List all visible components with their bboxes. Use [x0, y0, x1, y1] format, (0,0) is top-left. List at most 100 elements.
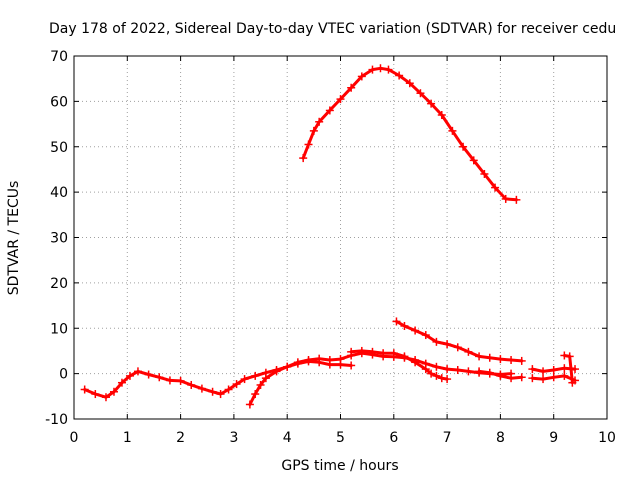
- data-point: [411, 358, 420, 367]
- y-tick-label: 20: [50, 276, 68, 292]
- data-point: [549, 373, 558, 382]
- data-point: [549, 365, 558, 374]
- data-point: [283, 362, 292, 371]
- x-tick-label: 4: [283, 430, 292, 446]
- data-point: [400, 352, 409, 361]
- data-point: [560, 351, 569, 360]
- grid-lines: [74, 56, 607, 419]
- data-point: [539, 375, 548, 384]
- data-point: [256, 380, 265, 389]
- x-axis-ticks: 0 1 2 3 4 5 6 7 8 9 10: [70, 56, 616, 446]
- data-point: [245, 400, 254, 409]
- data-point: [251, 371, 260, 380]
- series-track: [248, 351, 513, 406]
- series-4: [392, 317, 526, 365]
- data-point: [432, 362, 441, 371]
- data-point: [384, 65, 393, 74]
- chart-title: Day 178 of 2022, Sidereal Day-to-day VTE…: [49, 21, 616, 37]
- data-point: [187, 380, 196, 389]
- data-point: [560, 364, 569, 373]
- data-point: [421, 331, 430, 340]
- data-point: [560, 371, 569, 380]
- x-tick-label: 2: [176, 430, 185, 446]
- data-point: [400, 321, 409, 330]
- data-point: [304, 140, 313, 149]
- data-point: [293, 358, 302, 367]
- x-tick-label: 6: [389, 430, 398, 446]
- data-point: [325, 356, 334, 365]
- data-point: [357, 72, 366, 81]
- data-point: [469, 156, 478, 165]
- y-tick-label: 40: [50, 185, 68, 201]
- data-point: [517, 373, 526, 382]
- data-point: [347, 347, 356, 356]
- series-layer: [80, 64, 580, 409]
- data-point: [216, 390, 225, 399]
- data-point: [165, 376, 174, 385]
- data-point: [443, 365, 452, 374]
- data-point: [453, 365, 462, 374]
- data-point: [133, 367, 142, 376]
- data-point: [144, 370, 153, 379]
- data-point: [485, 353, 494, 362]
- data-point: [437, 374, 446, 383]
- series-0: [80, 357, 356, 402]
- data-point: [432, 371, 441, 380]
- data-point: [485, 368, 494, 377]
- data-point: [315, 354, 324, 363]
- x-tick-label: 9: [549, 430, 558, 446]
- data-point: [315, 117, 324, 126]
- data-point: [389, 349, 398, 358]
- data-point: [405, 79, 414, 88]
- data-point: [448, 126, 457, 135]
- data-point: [427, 369, 436, 378]
- x-tick-label: 1: [123, 430, 132, 446]
- series-track: [301, 66, 518, 202]
- series-3: [347, 346, 452, 384]
- data-point: [357, 346, 366, 355]
- data-point: [427, 99, 436, 108]
- data-point: [197, 384, 206, 393]
- series-1: [299, 64, 521, 204]
- data-point: [261, 374, 270, 383]
- series-8: [560, 351, 577, 387]
- data-point: [528, 374, 537, 383]
- data-point: [496, 355, 505, 364]
- x-tick-label: 0: [70, 430, 79, 446]
- data-point: [379, 349, 388, 358]
- data-point: [464, 347, 473, 356]
- data-point: [347, 361, 356, 370]
- data-point: [443, 375, 452, 384]
- data-point: [347, 83, 356, 92]
- data-point: [224, 385, 233, 394]
- data-point: [496, 371, 505, 380]
- data-point: [437, 110, 446, 119]
- data-point: [512, 195, 521, 204]
- data-point: [325, 106, 334, 115]
- data-point: [392, 317, 401, 326]
- data-point: [91, 390, 100, 399]
- data-point: [507, 356, 516, 365]
- data-point: [101, 393, 110, 402]
- y-tick-label: 70: [50, 49, 68, 65]
- y-tick-label: 10: [50, 321, 68, 337]
- data-point: [272, 367, 281, 376]
- data-point: [395, 71, 404, 80]
- data-point: [376, 64, 385, 73]
- data-point: [453, 343, 462, 352]
- x-tick-label: 5: [336, 430, 345, 446]
- series-5: [475, 367, 526, 383]
- y-tick-label: 0: [59, 367, 68, 383]
- data-point: [432, 337, 441, 346]
- data-point: [336, 95, 345, 104]
- data-point: [416, 89, 425, 98]
- data-point: [240, 375, 249, 384]
- data-point: [528, 365, 537, 374]
- y-axis-label: SDTVAR / TECUs: [6, 181, 22, 296]
- data-point: [539, 367, 548, 376]
- data-point: [117, 378, 126, 387]
- data-point: [309, 126, 318, 135]
- data-point: [475, 352, 484, 361]
- x-tick-label: 3: [229, 430, 238, 446]
- series-2: [245, 349, 516, 409]
